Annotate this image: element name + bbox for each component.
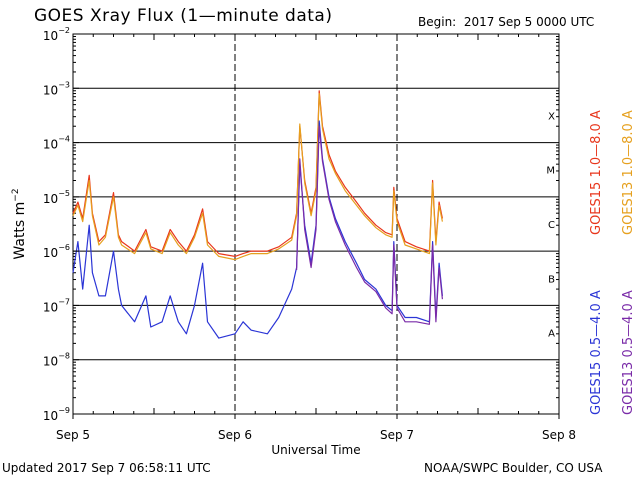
legend-entry: GOES15 0.5—4.0 A (589, 290, 604, 415)
y-tick-label: 10−5 (43, 189, 70, 206)
y-tick-base: 10 (43, 300, 58, 314)
flare-class-label: M (546, 166, 555, 177)
y-tick-label: 10−8 (43, 352, 70, 369)
y-tick-base: 10 (43, 246, 58, 260)
y-tick-base: 10 (43, 192, 58, 206)
y-tick-label: 10−7 (43, 297, 70, 314)
y-tick-exponent: −6 (58, 243, 70, 252)
flare-class-label: X (548, 111, 555, 122)
series-layer (72, 90, 443, 339)
day-markers (234, 34, 398, 414)
x-tick-label: Sep 8 (542, 428, 576, 442)
y-tick-base: 10 (43, 355, 58, 369)
begin-date-label: Begin: 2017 Sep 5 0000 UTC (418, 15, 594, 29)
minor-ticks (73, 34, 559, 414)
series-line (72, 92, 443, 261)
y-tick-exponent: −4 (58, 135, 70, 144)
y-tick-base: 10 (43, 83, 58, 97)
y-tick-exponent: −8 (58, 352, 70, 361)
y-tick-exponent: −9 (58, 406, 70, 415)
y-tick-base: 10 (43, 409, 58, 423)
y-tick-label: 10−4 (43, 135, 70, 152)
x-tick-label: Sep 7 (380, 428, 414, 442)
x-tick-label: Sep 5 (56, 428, 90, 442)
flare-class-label: B (548, 274, 555, 285)
y-tick-exponent: −5 (58, 189, 70, 198)
y-tick-exponent: −2 (58, 26, 70, 35)
y-tick-label: 10−6 (43, 243, 70, 260)
x-tick-label: Sep 6 (218, 428, 252, 442)
y-axis-label-text: Watts m (12, 202, 28, 260)
y-tick-base: 10 (43, 29, 58, 43)
series-line (72, 90, 443, 257)
begin-label-text: Begin: (418, 15, 457, 29)
y-tick-base: 10 (43, 138, 58, 152)
updated-timestamp: Updated 2017 Sep 7 06:58:11 UTC (2, 461, 211, 475)
y-axis-label-exponent: −2 (11, 188, 21, 201)
chart-legend: GOES15 1.0—8.0 A GOES13 1.0—8.0 A GOES15 0… (589, 110, 636, 415)
chart-title: GOES Xray Flux (1—minute data) (34, 6, 333, 26)
flare-class-labels: X M C B A (546, 111, 555, 339)
begin-date-value: 2017 Sep 5 0000 UTC (463, 15, 595, 29)
y-tick-labels: 10−210−310−410−510−610−710−810−9 (43, 26, 79, 423)
y-tick-exponent: −7 (58, 297, 70, 306)
y-tick-label: 10−3 (43, 80, 70, 97)
series-line (296, 125, 443, 325)
x-axis-label: Universal Time (271, 443, 360, 457)
credit-label: NOAA/SWPC Boulder, CO USA (424, 461, 603, 475)
y-axis-label: Watts m−2 (11, 188, 28, 259)
grid-lines (73, 87, 559, 361)
legend-entry: GOES15 1.0—8.0 A (589, 110, 604, 235)
y-tick-exponent: −3 (58, 80, 70, 89)
x-tick-labels: Sep 5 Sep 6 Sep 7 Sep 8 (56, 414, 576, 442)
y-tick-label: 10−9 (43, 406, 70, 423)
legend-entry: GOES13 1.0—8.0 A (621, 110, 636, 235)
y-tick-label: 10−2 (43, 26, 70, 43)
flare-class-label: A (548, 329, 555, 340)
legend-entry: GOES13 0.5—4.0 A (621, 290, 636, 415)
flare-class-label: C (548, 220, 555, 231)
